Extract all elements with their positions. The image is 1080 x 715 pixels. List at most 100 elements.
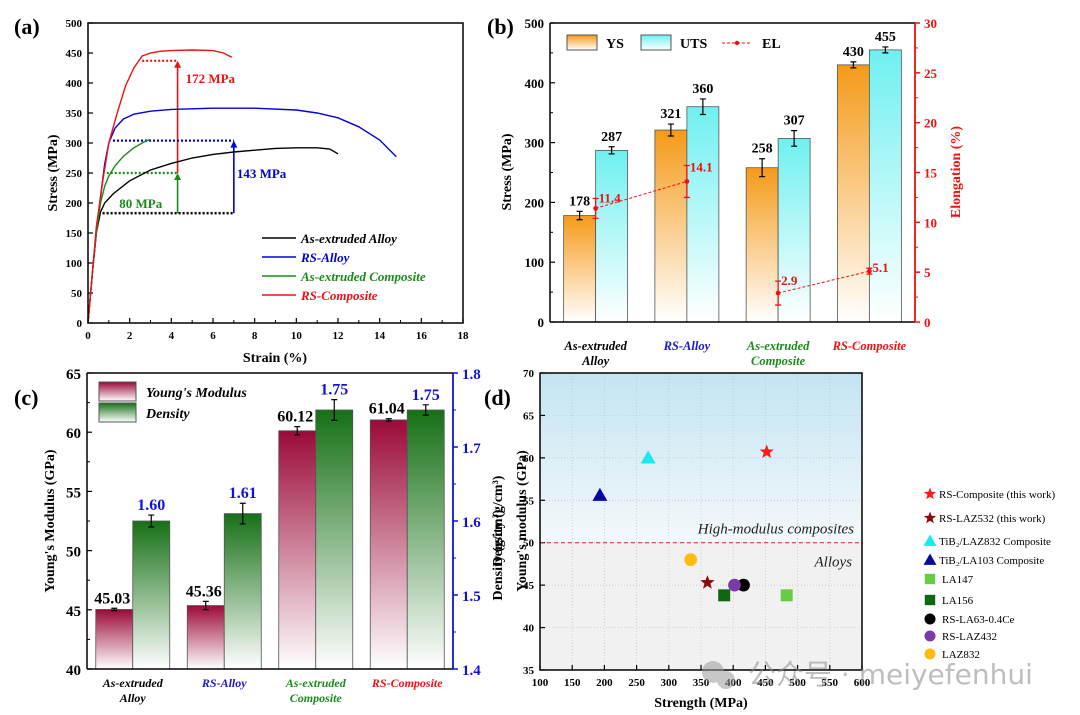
a-annotation-arrowhead [174,173,182,180]
d-legend-marker [924,594,936,606]
d-ytick-label: 50 [523,538,535,550]
a-plot-frame [87,22,464,324]
d-xtick-label: 200 [596,677,613,689]
b-category-label: RS-Alloy [663,339,711,353]
b-legend-marker-el [734,40,740,46]
b-bar-ys [745,167,779,323]
b-bar-ys [654,129,688,323]
b-errorbar [699,98,706,116]
d-ytick-label: 35 [523,665,535,677]
d-xtick-label: 150 [564,677,581,689]
b-y2label: Elongation (%) [949,126,964,219]
d-point-rs-laz532-this-work- [700,575,715,589]
b-category-label: As-extruded Composite [746,339,810,368]
d-legend-label: LAZ832 [942,649,980,661]
a-xtick-label: 16 [416,330,428,342]
b-el-point [684,179,690,184]
c-y2tick-label: 1.7 [462,441,481,457]
panel-label-a: (a) [14,14,40,39]
c-bar-value-label: 1.61 [229,485,257,502]
label-line: RS-Composite [832,339,907,353]
c-legend-label-density: Density [145,407,190,422]
c-y2tick-label: 1.8 [462,367,481,383]
c-legend-swatch-density [98,402,137,423]
c-errorbar [239,502,246,525]
b-bar-ys [563,215,597,323]
d-legend-label: TiB₂/LAZ832 Composite [939,536,1051,548]
b-bar-value-label: 321 [660,107,681,122]
a-annotation-label-143: 143 MPa [237,166,287,181]
b-bar-uts [595,149,629,323]
d-region-label-composites: High-modulus composites [697,522,854,538]
c-y2tick-label: 1.5 [462,589,481,605]
b-ytick-label: 300 [525,136,545,151]
a-xtick-label: 18 [458,330,470,342]
c-ytick-label: 40 [66,663,81,679]
c-bar-density [223,513,262,670]
b-bar-ys [836,64,870,323]
c-bar-modulus [95,609,134,670]
d-xtick-label: 500 [789,677,806,689]
d-legend-marker [923,553,937,565]
d-ytick-label: 70 [523,368,535,380]
b-legend-swatch-ys [566,34,598,51]
d-point-rs-la63-0-4ce [737,578,750,592]
d-point-tib-la103-composite [592,487,608,501]
b-errorbar [608,146,615,155]
b-bar-value-label: 455 [875,30,896,45]
a-curve-0 [87,147,339,324]
c-ylabel: Young's Modulus (GPa) [43,449,58,592]
a-ytick-label: 100 [66,258,83,270]
c-ytick-label: 55 [66,485,81,501]
d-point-laz832 [684,553,698,567]
panel-label-d: (d) [484,385,511,410]
d-xtick-label: 100 [532,677,549,689]
b-legend-label-uts: UTS [680,37,707,52]
d-xtick-label: 250 [628,677,645,689]
b-ytick-label: 500 [525,16,545,31]
watermark: 公众号 · meiyefenhui [702,658,1033,691]
a-legend-label: As-extruded Alloy [300,231,397,246]
a-xlabel: Strain (%) [243,351,308,366]
b-ytick-label: 100 [525,255,545,270]
c-bar-modulus [186,605,225,670]
b-el-line [778,270,870,294]
b-ytick-label: 200 [525,195,545,210]
c-errorbar [111,607,118,612]
b-el-value-label: 5.1 [872,260,888,275]
b-category-label: As-extruded Alloy [563,339,627,368]
a-ylabel: Stress (MPa) [46,134,61,211]
b-bar-value-label: 178 [569,194,590,209]
b-errorbar [759,158,766,178]
b-legend-swatch-uts [640,34,672,51]
panel-a-stress-strain: 0 2 4 6 8 10 12 14 16 18 0 50 100 150 200 250 300 350 400 4… [66,18,470,342]
b-el-value-label: 11.4 [599,190,622,205]
panel-d-ashby-scatter: 1001502002503003504004505005506003540455… [491,368,1055,689]
b-errorbar [667,123,674,137]
b-el-point [775,290,781,296]
label-line: RS-Alloy [663,339,711,353]
label-line: RS-Composite [371,676,443,690]
label-line: Composite [290,691,343,705]
d-legend-marker [924,573,936,585]
watermark-text: 公众号 · meiyefenhui [748,658,1033,691]
label-line: RS-Alloy [201,676,247,690]
b-errorbar [850,61,857,69]
b-category-label: RS-Composite [832,339,907,353]
b-ytick-label: 0 [538,315,545,330]
panel-label-c: (c) [14,385,38,410]
a-xtick-label: 14 [374,330,386,342]
b-y2tick-label: 5 [924,265,931,280]
d-xtick-label: 550 [822,677,839,689]
a-ytick-label: 150 [66,228,83,240]
d-ytick-label: 40 [523,623,535,635]
c-errorbar [422,404,429,416]
panel-b-strength-bars: 0 100 200 300 400 500 0 5 10 15 20 25 30 178 321 258 430… [525,16,938,368]
a-legend-label: As-extruded Composite [300,269,426,284]
b-el-point [593,205,599,211]
d-xtick-label: 300 [661,677,678,689]
b-ylabel: Stress (MPa) [500,133,515,210]
d-legend-label: LA147 [942,574,974,586]
c-errorbar [202,600,209,611]
label-line: Alloy [119,691,147,705]
